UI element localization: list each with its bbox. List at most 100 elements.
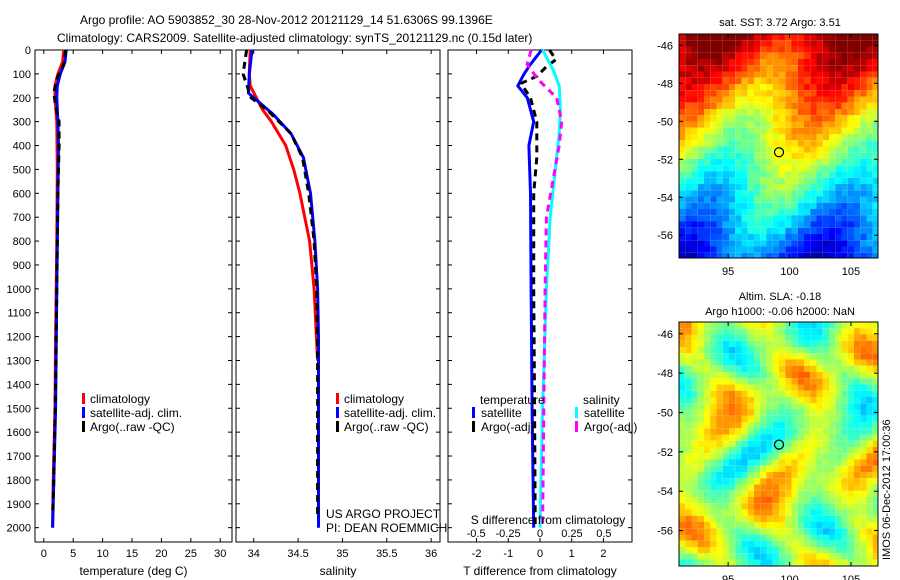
map-cell [810,240,817,247]
map-cell [854,509,861,516]
map-cell [785,65,792,72]
map-cell [779,202,786,209]
map-cell [735,102,742,109]
map-cell [772,202,779,209]
map-cell [722,96,729,103]
map-cell [860,102,867,109]
map-cell [872,40,878,47]
map-cell [722,459,729,466]
map-cell [847,522,854,529]
map-cell [835,409,842,416]
map-cell [841,90,848,97]
map-cell [872,465,878,472]
map-cell [747,52,754,59]
header-line1: Argo profile: AO 5903852_30 28-Nov-2012 … [80,13,493,27]
map-cell [716,84,723,91]
map-cell [716,434,723,441]
map-cell [754,522,761,529]
map-cell [741,540,748,547]
map-cell [797,246,804,253]
map-cell [679,534,686,541]
map-cell [754,497,761,504]
map-cell [754,434,761,441]
map-cell [779,503,786,510]
map-cell [741,334,748,341]
map-cell [829,209,836,216]
map-cell [835,334,842,341]
map-cell [835,515,842,522]
map-cell [729,465,736,472]
map-cell [685,202,692,209]
map-cell [760,397,767,404]
map-cell [685,540,692,547]
map-cell [829,384,836,391]
map-cell [816,403,823,410]
map-cell [841,422,848,429]
map-cell [691,146,698,153]
map-cell [872,240,878,247]
map-cell [704,184,711,191]
map-cell [691,347,698,354]
map-cell [835,77,842,84]
map-cell [816,453,823,460]
map-cell [810,359,817,366]
map-cell [741,240,748,247]
map-cell [822,46,829,53]
y-tick-label: -52 [657,154,673,166]
map-cell [785,490,792,497]
map-cell [760,34,767,41]
map-cell [679,52,686,59]
map-cell [816,528,823,535]
map-cell [822,159,829,166]
map-cell [697,340,704,347]
map-cell [747,34,754,41]
map-cell [704,59,711,66]
map-cell [697,177,704,184]
map-cell [735,190,742,197]
map-cell [741,184,748,191]
map-cell [722,84,729,91]
map-cell [866,146,873,153]
map-cell [697,547,704,554]
map-cell [829,152,836,159]
map-cell [685,102,692,109]
map-cell [704,246,711,253]
map-cell [854,234,861,241]
map-cell [847,240,854,247]
map-cell [866,384,873,391]
map-cell [847,334,854,341]
map-cell [835,540,842,547]
map-cell [816,428,823,435]
map-cell [685,146,692,153]
map-cell [704,397,711,404]
map-cell [754,184,761,191]
map-cell [691,159,698,166]
map-cell [835,497,842,504]
legend-label: climatology [344,392,404,406]
map-cell [822,547,829,554]
map-cell [785,397,792,404]
map-cell [741,522,748,529]
map-cell [804,415,811,422]
map-cell [785,353,792,360]
map-cell [785,528,792,535]
map-cell [729,490,736,497]
map-cell [754,472,761,479]
map-cell [741,490,748,497]
map-cell [860,71,867,78]
map-cell [829,90,836,97]
map-cell [816,484,823,491]
map-cell [835,84,842,91]
map-cell [729,46,736,53]
map-cell [766,328,773,335]
map-cell [829,165,836,172]
map-cell [804,409,811,416]
map-cell [772,246,779,253]
map-cell [735,347,742,354]
map-cell [797,340,804,347]
map-cell [704,497,711,504]
map-cell [735,109,742,116]
map-cell [872,71,878,78]
map-cell [716,152,723,159]
map-cell [691,440,698,447]
